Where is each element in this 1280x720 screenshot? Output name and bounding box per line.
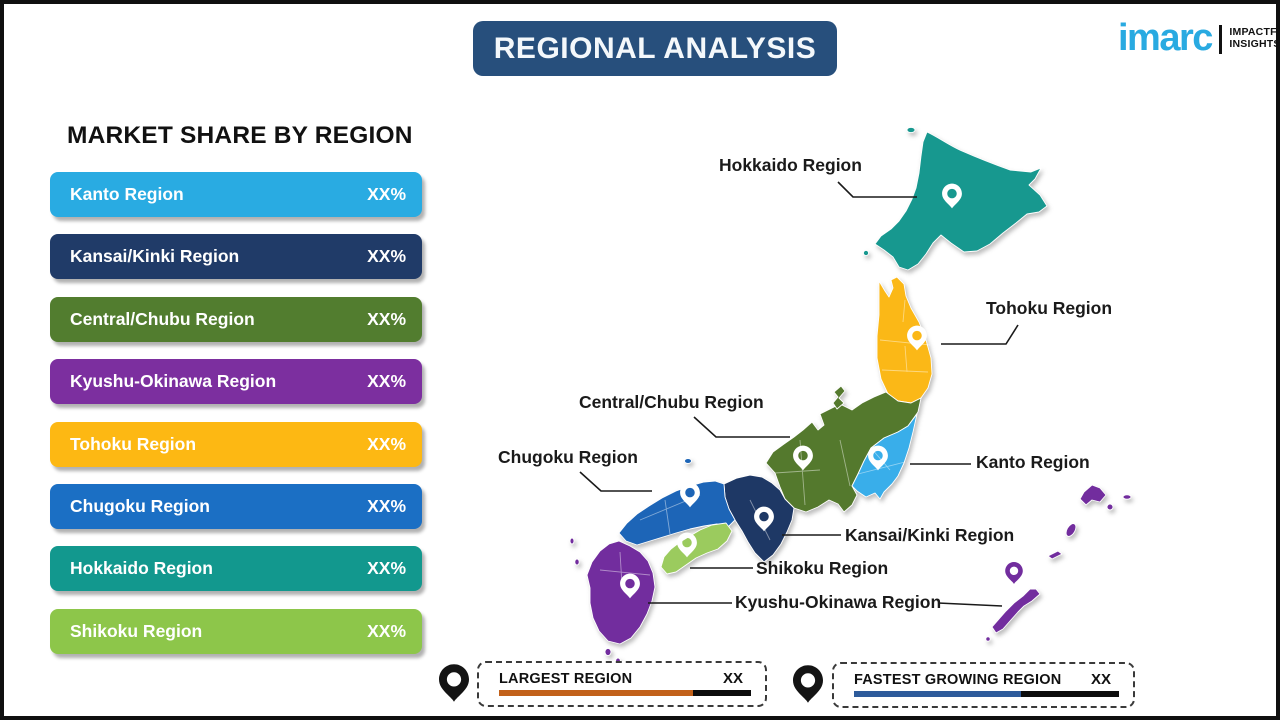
- share-row-value: XX%: [367, 308, 406, 329]
- imarc-logo-wordmark: imarc: [1118, 17, 1213, 59]
- share-row-value: XX%: [367, 495, 406, 516]
- legend-largest-bar: [499, 690, 751, 696]
- share-row-value: XX%: [367, 371, 406, 392]
- legend-largest-label: LARGEST REGION: [499, 670, 633, 687]
- logo-divider: [1218, 25, 1223, 54]
- map-region-kyushu: [586, 540, 656, 645]
- map-island-yakushima: [604, 647, 612, 657]
- map-label-hokkaido: Hokkaido Region: [719, 155, 862, 175]
- legend-fastest-growing-region: FASTEST GROWING REGION XX: [832, 662, 1135, 708]
- map-island-tsushima: [569, 537, 575, 545]
- share-row-hokkaido: Hokkaido Region XX%: [50, 546, 422, 592]
- logo-tagline-line1: IMPACTFUL: [1229, 26, 1280, 38]
- map-island-kerama: [985, 636, 991, 642]
- map-label-kyushu-okinawa: Kyushu-Okinawa Region: [735, 592, 942, 612]
- logo-tagline: IMPACTFUL INSIGHTS: [1229, 26, 1280, 50]
- share-row-value: XX%: [367, 558, 406, 579]
- logo-tagline-line2: INSIGHTS: [1229, 38, 1280, 51]
- share-row-label: Kansai/Kinki Region: [70, 246, 240, 267]
- share-row-chugoku: Chugoku Region XX%: [50, 483, 422, 529]
- map-island-okinawa-main: [991, 588, 1041, 634]
- page-title: REGIONAL ANALYSIS: [493, 31, 817, 65]
- share-row-tohoku: Tohoku Region XX%: [50, 421, 422, 467]
- leader-line-chugoku: [579, 471, 652, 492]
- legend-largest-bar-rest: [693, 690, 751, 696]
- prefecture-borders: [599, 299, 931, 586]
- legend-pin-largest: [439, 664, 469, 702]
- legend-pin-fastest: [793, 665, 823, 703]
- map-label-chugoku: Chugoku Region: [498, 447, 638, 467]
- legend-fastest-bar-rest: [1020, 691, 1119, 697]
- legend-largest-bar-fill: [499, 690, 694, 696]
- map-island-koshiki: [574, 558, 580, 566]
- share-row-label: Hokkaido Region: [70, 558, 213, 579]
- leader-line-tohoku: [941, 324, 1019, 345]
- market-share-list: Kanto Region XX% Kansai/Kinki Region XX%…: [50, 172, 422, 654]
- share-row-value: XX%: [367, 246, 406, 267]
- share-row-label: Kyushu-Okinawa Region: [70, 371, 277, 392]
- share-row-label: Shikoku Region: [70, 620, 203, 641]
- legend-fastest-bar: [854, 691, 1119, 697]
- share-row-shikoku: Shikoku Region XX%: [50, 608, 422, 654]
- map-label-kanto: Kanto Region: [976, 452, 1090, 472]
- title-banner: REGIONAL ANALYSIS: [473, 21, 837, 76]
- share-row-value: XX%: [367, 620, 406, 641]
- map-island-amami-3: [1122, 494, 1132, 500]
- share-row-value: XX%: [367, 184, 406, 204]
- leader-line-okinawa: [937, 602, 1003, 607]
- legend-fastest-value: XX: [1090, 671, 1111, 688]
- pin-okinawa: [1005, 562, 1023, 584]
- share-row-label: Tohoku Region: [70, 433, 197, 454]
- legend-largest-region: LARGEST REGION XX: [477, 661, 767, 707]
- map-region-hokkaido: [874, 131, 1048, 271]
- map-region-tohoku: [876, 276, 933, 404]
- map-label-central-chubu: Central/Chubu Region: [579, 392, 764, 412]
- legend-largest-value: XX: [722, 670, 743, 687]
- share-row-label: Central/Chubu Region: [70, 308, 255, 329]
- map-island-tokunoshima: [1065, 523, 1077, 537]
- legend-fastest-bar-fill: [854, 691, 1021, 697]
- map-island-amami: [1079, 484, 1107, 506]
- share-row-label: Kanto Region: [70, 184, 184, 204]
- share-row-label: Chugoku Region: [70, 495, 210, 516]
- market-share-heading: MARKET SHARE BY REGION: [67, 122, 413, 149]
- map-island-okushiri: [862, 249, 870, 257]
- legend-fastest-label: FASTEST GROWING REGION: [854, 671, 1062, 688]
- map-island-sado: [832, 385, 846, 410]
- map-label-shikoku: Shikoku Region: [756, 558, 889, 578]
- map-island-oki: [684, 458, 692, 464]
- map-region-shikoku: [660, 522, 733, 575]
- leader-line-central-chubu: [693, 416, 790, 438]
- share-row-kansai: Kansai/Kinki Region XX%: [50, 234, 422, 280]
- leader-line-hokkaido: [837, 181, 917, 198]
- share-row-value: XX%: [367, 433, 406, 454]
- share-row-kanto: Kanto Region XX%: [50, 172, 422, 217]
- map-island-okinoerabu: [1047, 550, 1063, 560]
- imarc-logo: imarc IMPACTFUL INSIGHTS: [1118, 17, 1280, 59]
- map-label-kansai-kinki: Kansai/Kinki Region: [845, 525, 1015, 545]
- share-row-kyushu: Kyushu-Okinawa Region XX%: [50, 359, 422, 405]
- share-row-chubu: Central/Chubu Region XX%: [50, 296, 422, 342]
- map-island-rishiri: [906, 126, 916, 134]
- map-label-tohoku: Tohoku Region: [986, 298, 1113, 318]
- map-island-amami-2: [1106, 503, 1114, 511]
